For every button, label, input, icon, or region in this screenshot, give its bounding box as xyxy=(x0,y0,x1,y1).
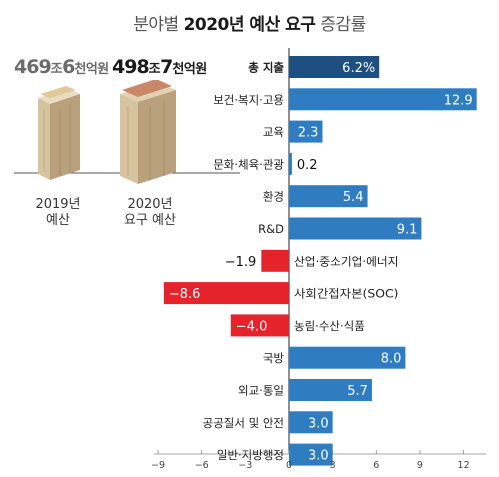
value-label: 5.7 xyxy=(347,384,368,399)
bar-0 xyxy=(289,56,380,78)
bar-10 xyxy=(289,379,372,401)
money-stack-2019 xyxy=(38,86,80,180)
money-stacks-illustration xyxy=(14,80,240,184)
bar-8 xyxy=(230,314,289,337)
value-label: −4.0 xyxy=(236,319,268,334)
x-tick-label: 12 xyxy=(458,460,470,471)
category-label: 공공질서 및 안전 xyxy=(203,416,284,430)
category-label: R&D xyxy=(258,222,284,236)
category-label: 외교·통일 xyxy=(238,384,284,398)
budget-2019-amount: 469조6천억원 xyxy=(14,56,109,78)
x-tick-label: −9 xyxy=(151,460,165,471)
money-stack-2020 xyxy=(120,80,176,184)
bar-6 xyxy=(261,249,289,272)
category-label: 농림·수산·식품 xyxy=(294,319,365,333)
category-label: 사회간접자본(SOC) xyxy=(294,287,399,301)
bar-1 xyxy=(289,88,477,111)
value-label: −8.6 xyxy=(169,287,201,302)
value-label: 9.1 xyxy=(397,223,418,238)
x-tick-label: −6 xyxy=(195,460,209,471)
x-tick-label: 6 xyxy=(373,460,379,471)
bar-4 xyxy=(289,185,368,208)
category-label: 총 지출 xyxy=(248,61,284,75)
bar-7 xyxy=(163,282,289,305)
value-label: 12.9 xyxy=(444,93,473,108)
value-label: 5.4 xyxy=(343,190,364,205)
category-label: 문화·체육·관광 xyxy=(213,157,284,171)
bar-11 xyxy=(289,411,333,434)
caption-2019: 2019년 예산 xyxy=(35,197,81,228)
bar-9 xyxy=(289,346,406,369)
category-label: 교육 xyxy=(263,125,284,139)
caption-2020: 2020년 요구 예산 xyxy=(124,197,176,228)
value-label: 3.0 xyxy=(308,416,329,431)
category-label: 산업·중소기업·에너지 xyxy=(294,254,399,268)
value-label: 3.0 xyxy=(308,449,329,464)
category-label: 보건·복지·고용 xyxy=(213,93,284,107)
value-label: −1.9 xyxy=(225,255,257,270)
value-label: 2.3 xyxy=(298,126,319,141)
chart-title: 분야별 2020년 예산 요구 증감률 xyxy=(133,15,366,35)
bar-12 xyxy=(289,443,333,466)
bar-5 xyxy=(289,217,422,240)
category-label: 일반·지방행정 xyxy=(217,448,284,462)
value-label: 0.2 xyxy=(297,158,318,173)
bar-2 xyxy=(289,120,323,143)
x-tick-label: 0 xyxy=(286,460,292,471)
category-label: 국방 xyxy=(263,351,285,365)
value-label: 8.0 xyxy=(381,352,402,367)
budget-2020-amount: 498조7천억원 xyxy=(112,56,207,78)
category-label: 환경 xyxy=(263,190,284,204)
x-tick-label: −3 xyxy=(238,460,252,471)
value-label: 6.2% xyxy=(342,61,375,76)
bar-3 xyxy=(289,152,292,175)
x-tick-label: 3 xyxy=(330,460,336,471)
x-tick-label: 9 xyxy=(417,460,423,471)
